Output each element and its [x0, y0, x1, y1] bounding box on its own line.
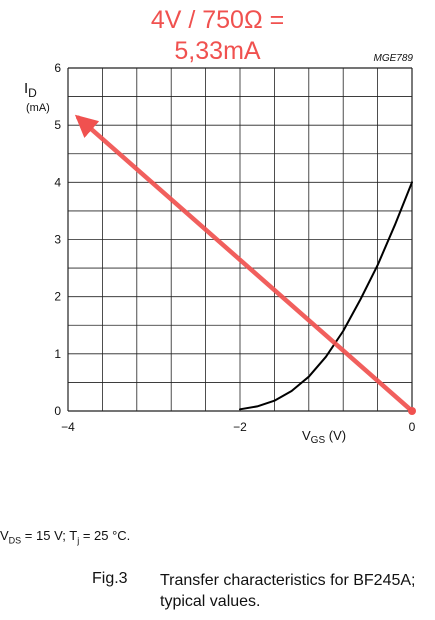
- chart-grid: [67, 67, 413, 412]
- x-axis-unit: (V): [325, 428, 346, 443]
- annotation-line2: 5,33mA: [174, 37, 261, 65]
- chart-series: [74, 114, 416, 415]
- figure-code: MGE789: [373, 53, 413, 64]
- y-tick-label: 3: [54, 233, 61, 247]
- y-tick-label: 2: [54, 290, 61, 304]
- x-tick-label: −2: [233, 420, 247, 434]
- x-axis-label-sub: GS: [311, 435, 326, 446]
- figure-number: Fig.3: [92, 570, 128, 587]
- y-tick-label: 4: [54, 175, 61, 189]
- y-tick-label: 5: [54, 118, 61, 132]
- load-line-arrow: [74, 114, 415, 414]
- caption-line1: Transfer characteristics for BF245A;: [160, 572, 416, 589]
- x-axis-label-main: V: [302, 428, 311, 443]
- test-conditions: VDS = 15 V; Tj = 25 °C.: [0, 528, 130, 546]
- x-tick-label: 0: [409, 420, 416, 434]
- x-tick-label: −4: [61, 420, 75, 434]
- caption-line2: typical values.: [160, 593, 261, 610]
- y-axis-unit: (mA): [26, 102, 50, 114]
- y-axis-label-main: I: [24, 80, 29, 97]
- y-tick-label: 1: [54, 347, 61, 361]
- chart-ticks: 0 1 2 3 4 5 6 −4 −2 0: [54, 61, 415, 434]
- vds-symbol: V: [0, 528, 9, 543]
- x-axis-label: VGS (V): [302, 428, 346, 446]
- transfer-curve: [239, 181, 413, 411]
- y-tick-label: 6: [54, 61, 61, 75]
- tj-subscript: j: [77, 535, 80, 546]
- annotation-line1: 4V / 750Ω =: [150, 6, 285, 34]
- y-axis-label: ID: [24, 80, 37, 100]
- figure-caption: Transfer characteristics for BF245A; typ…: [160, 570, 416, 612]
- y-axis-label-sub: D: [28, 86, 37, 100]
- vds-subscript: DS: [8, 535, 22, 546]
- tj-value: = 25 °C.: [79, 528, 131, 543]
- vds-value: = 15 V; T: [21, 528, 78, 543]
- y-tick-label: 0: [54, 404, 61, 418]
- load-line-start-dot: [408, 407, 416, 415]
